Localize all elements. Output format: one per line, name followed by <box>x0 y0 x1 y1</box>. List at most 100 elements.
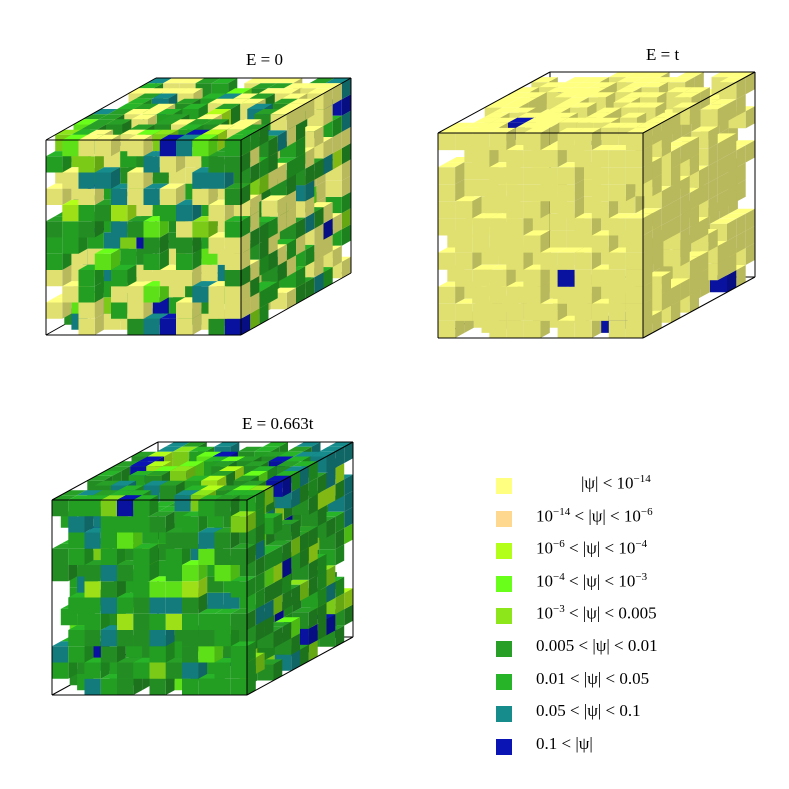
voxel-front <box>214 532 231 549</box>
voxel-side <box>255 587 265 609</box>
voxel-top <box>248 485 274 491</box>
voxel-top <box>96 471 122 476</box>
legend-swatch <box>496 738 512 755</box>
voxel-top <box>111 264 137 270</box>
voxel-top <box>677 72 704 78</box>
voxel-front <box>438 303 456 321</box>
voxel-side <box>127 264 137 287</box>
voxel-side <box>671 300 681 323</box>
voxel-top <box>207 98 234 104</box>
voxel-top <box>78 134 104 140</box>
voxel-side <box>111 167 121 189</box>
voxel-top <box>622 92 650 98</box>
voxel-top <box>501 102 529 108</box>
voxel-side <box>94 281 104 303</box>
voxel-top <box>203 456 229 462</box>
voxel-front <box>625 286 643 304</box>
voxel-top <box>71 129 97 135</box>
voxel-side <box>192 313 202 335</box>
voxel-front <box>506 320 524 338</box>
voxel-front <box>100 630 117 647</box>
voxel-front <box>84 678 101 695</box>
voxel-side <box>250 227 260 249</box>
voxel-side <box>344 604 353 626</box>
voxel-side <box>198 560 208 582</box>
voxel-side <box>305 147 315 169</box>
voxel-top <box>242 471 268 476</box>
voxel-top <box>570 102 597 108</box>
voxel-side <box>652 174 662 197</box>
voxel-side <box>745 106 755 129</box>
legend-label: 0.05 < |ψ| < 0.1 <box>536 701 641 721</box>
voxel-side <box>308 526 318 548</box>
voxel-side <box>247 576 256 598</box>
voxel-top <box>192 134 218 140</box>
voxel-side <box>335 463 345 485</box>
voxel-side <box>314 272 324 294</box>
voxel-top <box>608 213 636 219</box>
voxel-front <box>438 286 456 304</box>
voxel-front <box>143 221 160 238</box>
voxel-front <box>557 133 575 151</box>
voxel-front <box>625 320 643 338</box>
voxel-top <box>542 117 569 123</box>
voxel-side <box>296 217 306 239</box>
legend-item: 0.05 < |ψ| < 0.1 <box>496 698 756 731</box>
voxel-front <box>438 252 456 270</box>
voxel-top <box>82 114 109 120</box>
voxel-side <box>247 673 256 695</box>
voxel-side <box>282 540 292 562</box>
voxel-top <box>254 109 280 115</box>
legend-swatch <box>496 673 512 690</box>
legend-swatch <box>496 543 512 560</box>
voxel-front <box>176 318 193 335</box>
voxel-side <box>291 649 300 671</box>
voxel-top <box>573 82 600 88</box>
voxel-front <box>46 237 63 254</box>
voxel-top <box>215 485 241 491</box>
voxel-top <box>89 119 116 125</box>
voxel-top <box>233 93 259 99</box>
voxel-top <box>581 87 608 93</box>
cube-edge <box>642 276 756 339</box>
voxel-side <box>341 110 351 132</box>
voxel-side <box>591 281 602 304</box>
voxel-front <box>625 303 643 321</box>
voxel-side <box>286 174 296 196</box>
voxel-front <box>198 532 215 549</box>
voxel-front <box>608 286 626 304</box>
voxel-front <box>111 302 128 319</box>
voxel-side <box>341 78 351 100</box>
voxel-front <box>84 662 101 679</box>
voxel-side <box>308 607 318 629</box>
voxel-side <box>326 614 336 636</box>
voxel-front <box>438 167 456 185</box>
voxel-side <box>182 543 191 565</box>
voxel-side <box>273 626 283 648</box>
voxel-front <box>591 269 609 287</box>
voxel-side <box>296 120 306 142</box>
legend-swatch <box>496 575 512 592</box>
voxel-top <box>683 87 710 93</box>
voxel-side <box>344 442 353 464</box>
voxel-side <box>273 545 283 567</box>
voxel-front <box>68 597 85 614</box>
voxel-front <box>208 156 225 173</box>
voxel-top <box>511 97 538 103</box>
voxel-side <box>277 244 287 266</box>
legend-swatch <box>496 706 512 723</box>
voxel-side <box>317 554 327 576</box>
voxel-side <box>341 175 351 197</box>
voxel-front <box>201 264 218 282</box>
voxel-side <box>671 163 681 187</box>
voxel-top <box>327 442 353 447</box>
voxel-front <box>46 270 63 287</box>
voxel-side <box>268 216 278 239</box>
voxel-side <box>717 241 727 264</box>
voxel-side <box>689 136 699 159</box>
voxel-front <box>46 221 63 238</box>
voxel-front <box>224 237 241 254</box>
voxel-side <box>608 230 619 253</box>
voxel-top <box>73 119 99 125</box>
voxel-front <box>182 613 199 630</box>
